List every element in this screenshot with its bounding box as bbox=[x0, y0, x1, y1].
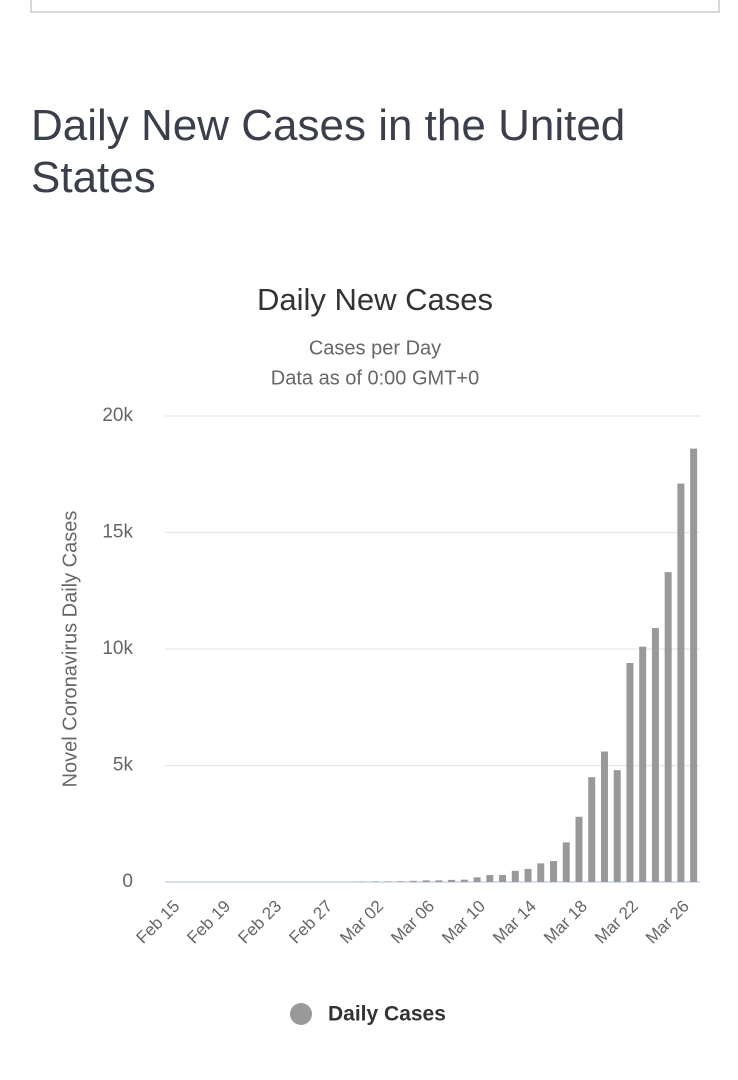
x-tick-label: Feb 19 bbox=[183, 897, 234, 948]
bar bbox=[486, 875, 494, 882]
legend-marker bbox=[290, 1003, 312, 1025]
bar bbox=[677, 483, 685, 882]
x-tick-label: Mar 22 bbox=[591, 897, 642, 948]
bar bbox=[613, 770, 621, 882]
x-tick-label: Mar 18 bbox=[540, 897, 591, 948]
bar bbox=[588, 777, 596, 882]
y-tick-label: 20k bbox=[102, 405, 133, 426]
x-tick-label: Mar 10 bbox=[438, 897, 489, 948]
x-tick-label: Mar 26 bbox=[642, 897, 693, 948]
bar bbox=[690, 448, 698, 882]
bar bbox=[600, 751, 608, 882]
x-tick-label: Mar 02 bbox=[336, 897, 387, 948]
bar bbox=[626, 662, 634, 882]
bar bbox=[397, 881, 405, 882]
y-tick-label: 5k bbox=[113, 755, 134, 776]
page-heading: Daily New Cases in the United States bbox=[31, 101, 626, 202]
bar bbox=[575, 816, 583, 882]
x-tick-label: Mar 14 bbox=[489, 897, 540, 948]
x-tick-label: Feb 27 bbox=[285, 897, 336, 948]
bar bbox=[448, 879, 456, 882]
y-tick-label: 10k bbox=[102, 638, 133, 659]
x-tick-label: Feb 23 bbox=[234, 897, 285, 948]
bar bbox=[460, 879, 468, 882]
bar bbox=[651, 628, 659, 882]
bar bbox=[562, 842, 570, 882]
bar bbox=[664, 572, 672, 882]
bar bbox=[435, 880, 443, 882]
bar bbox=[473, 877, 481, 882]
bar bbox=[422, 880, 430, 882]
bar bbox=[511, 870, 519, 882]
bar bbox=[524, 868, 532, 882]
chart-subtitle: Data as of 0:00 GMT+0 bbox=[271, 367, 479, 389]
bar bbox=[550, 861, 558, 882]
chart-subtitle: Cases per Day bbox=[309, 337, 441, 359]
top-box bbox=[30, 0, 720, 13]
x-tick-label: Mar 06 bbox=[387, 897, 438, 948]
x-tick-label: Feb 15 bbox=[133, 897, 184, 948]
bar bbox=[499, 875, 507, 882]
bar bbox=[537, 863, 545, 882]
y-axis-label: Novel Coronavirus Daily Cases bbox=[59, 511, 81, 788]
chart-title: Daily New Cases bbox=[257, 282, 493, 317]
bar bbox=[409, 880, 417, 882]
legend-label: Daily Cases bbox=[328, 1003, 446, 1026]
bar bbox=[639, 646, 647, 882]
y-tick-label: 0 bbox=[122, 871, 133, 892]
y-tick-label: 15k bbox=[102, 522, 133, 543]
